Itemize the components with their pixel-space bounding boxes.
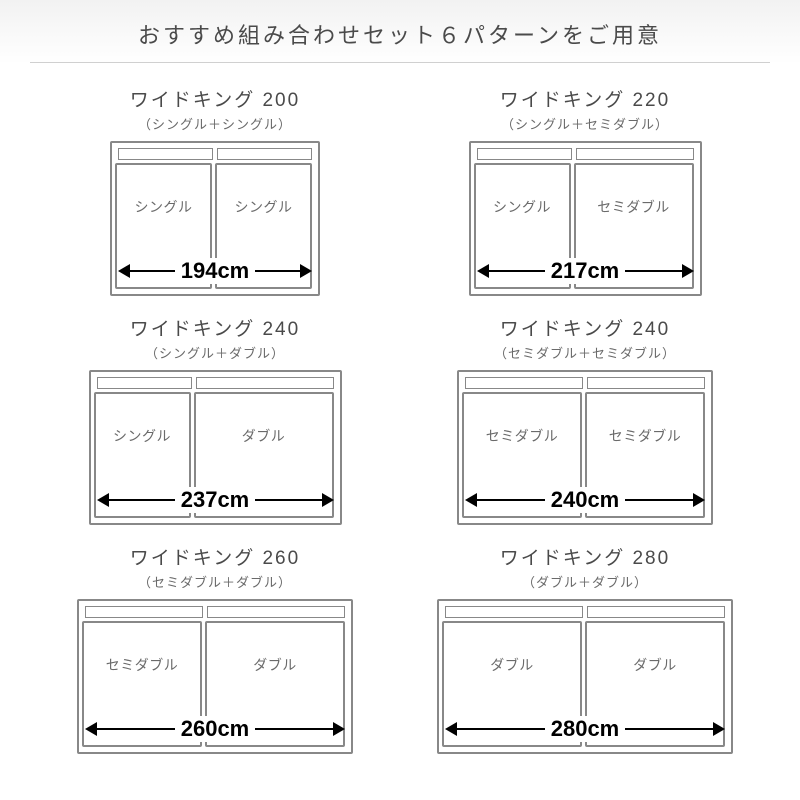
arrow-right-icon xyxy=(693,493,705,507)
dimension-value: 240cm xyxy=(545,487,626,513)
arrow-left-icon xyxy=(445,722,457,736)
headboard xyxy=(118,148,312,160)
dimension-bar: 237cm xyxy=(91,487,340,513)
bed-diagram: ダブル ダブル 280cm xyxy=(437,599,733,754)
panel-subtitle: （シングル＋セミダブル） xyxy=(501,114,669,133)
pattern-grid: ワイドキング 200 （シングル＋シングル） シングル シングル 194cm ワ… xyxy=(0,63,800,754)
dimension-bar: 240cm xyxy=(459,487,711,513)
panel-title: ワイドキング 200 xyxy=(130,85,300,112)
arrow-right-icon xyxy=(713,722,725,736)
dimension-value: 280cm xyxy=(545,716,626,742)
panel-title: ワイドキング 280 xyxy=(500,543,670,570)
page-title: おすすめ組み合わせセット６パターンをご用意 xyxy=(30,0,770,63)
pattern-panel: ワイドキング 240 （シングル＋ダブル） シングル ダブル 237cm xyxy=(60,314,370,525)
dimension-bar: 260cm xyxy=(79,716,351,742)
pattern-panel: ワイドキング 280 （ダブル＋ダブル） ダブル ダブル 280cm xyxy=(430,543,740,754)
panel-subtitle: （セミダブル＋ダブル） xyxy=(138,572,292,591)
headboard xyxy=(465,377,705,389)
dimension-value: 217cm xyxy=(545,258,626,284)
headboard xyxy=(85,606,345,618)
dimension-bar: 280cm xyxy=(439,716,731,742)
panel-title: ワイドキング 240 xyxy=(500,314,670,341)
dimension-bar: 217cm xyxy=(471,258,700,284)
headboard xyxy=(445,606,725,618)
panel-title: ワイドキング 220 xyxy=(500,85,670,112)
panel-subtitle: （シングル＋シングル） xyxy=(138,114,292,133)
headboard xyxy=(477,148,694,160)
panel-subtitle: （シングル＋ダブル） xyxy=(145,343,285,362)
bed-diagram: シングル ダブル 237cm xyxy=(89,370,342,525)
dimension-value: 237cm xyxy=(175,487,256,513)
dimension-value: 260cm xyxy=(175,716,256,742)
panel-subtitle: （セミダブル＋セミダブル） xyxy=(494,343,676,362)
headboard xyxy=(97,377,334,389)
pattern-panel: ワイドキング 220 （シングル＋セミダブル） シングル セミダブル 217cm xyxy=(430,85,740,296)
arrow-right-icon xyxy=(300,264,312,278)
arrow-right-icon xyxy=(682,264,694,278)
pattern-panel: ワイドキング 240 （セミダブル＋セミダブル） セミダブル セミダブル 240… xyxy=(430,314,740,525)
dimension-value: 194cm xyxy=(175,258,256,284)
panel-title: ワイドキング 260 xyxy=(130,543,300,570)
arrow-left-icon xyxy=(85,722,97,736)
arrow-right-icon xyxy=(333,722,345,736)
bed-diagram: シングル シングル 194cm xyxy=(110,141,320,296)
arrow-left-icon xyxy=(477,264,489,278)
bed-diagram: シングル セミダブル 217cm xyxy=(469,141,702,296)
dimension-bar: 194cm xyxy=(112,258,318,284)
arrow-right-icon xyxy=(322,493,334,507)
bed-diagram: セミダブル ダブル 260cm xyxy=(77,599,353,754)
arrow-left-icon xyxy=(118,264,130,278)
panel-subtitle: （ダブル＋ダブル） xyxy=(522,572,648,591)
pattern-panel: ワイドキング 200 （シングル＋シングル） シングル シングル 194cm xyxy=(60,85,370,296)
panel-title: ワイドキング 240 xyxy=(130,314,300,341)
arrow-left-icon xyxy=(465,493,477,507)
bed-diagram: セミダブル セミダブル 240cm xyxy=(457,370,713,525)
pattern-panel: ワイドキング 260 （セミダブル＋ダブル） セミダブル ダブル 260cm xyxy=(60,543,370,754)
arrow-left-icon xyxy=(97,493,109,507)
